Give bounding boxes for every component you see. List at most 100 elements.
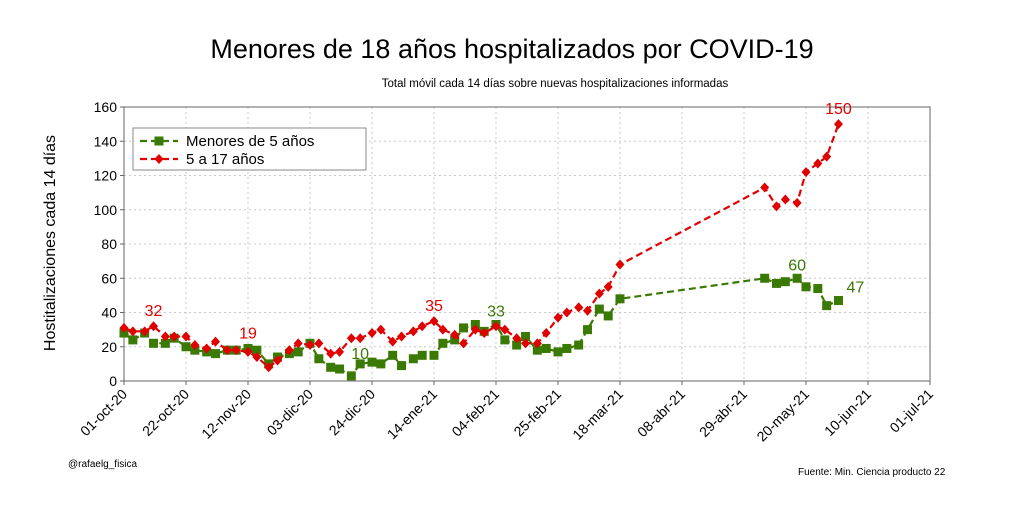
data-point [305, 340, 315, 351]
data-point [335, 346, 345, 357]
data-point [822, 301, 832, 311]
data-point [459, 338, 469, 349]
data-point [346, 371, 356, 381]
data-point [500, 324, 510, 335]
data-point [553, 347, 563, 357]
data-point [500, 335, 510, 345]
data-point [521, 338, 531, 349]
series-5-17 [119, 119, 843, 373]
data-point [562, 307, 572, 318]
data-point [583, 325, 593, 335]
data-point [376, 324, 386, 335]
data-point [119, 322, 129, 333]
data-point [760, 273, 770, 283]
legend-box [132, 127, 367, 171]
data-point [355, 359, 365, 369]
data-label: 10 [351, 346, 369, 363]
data-point [346, 333, 356, 344]
data-point [355, 333, 365, 344]
data-point [532, 338, 542, 349]
data-point [397, 331, 407, 342]
data-point [149, 321, 159, 332]
data-point [202, 343, 212, 354]
data-point [273, 355, 283, 366]
data-point [491, 321, 501, 332]
data-point [574, 302, 584, 313]
data-point [417, 321, 427, 332]
data-point [822, 151, 832, 162]
y-tick-label: 40 [101, 305, 117, 321]
data-label: 150 [825, 101, 852, 118]
data-point [408, 354, 418, 364]
data-point [459, 323, 469, 333]
data-point [314, 354, 324, 364]
data-point [243, 346, 253, 357]
data-point [293, 338, 303, 349]
data-point [388, 336, 398, 347]
x-tick-label: 18-mar-21 [569, 386, 626, 443]
data-point [252, 345, 262, 355]
data-point [149, 338, 159, 348]
data-point [335, 364, 345, 374]
data-point [801, 167, 811, 178]
data-point [450, 329, 460, 340]
x-tick-label: 14-ene-21 [384, 386, 441, 443]
x-tick-label: 20-may-21 [753, 386, 812, 445]
data-label: 35 [425, 298, 443, 315]
data-point [780, 194, 790, 205]
y-tick-label: 140 [94, 133, 118, 149]
legend-marker [154, 136, 164, 146]
data-point [833, 296, 843, 306]
data-point [450, 335, 460, 345]
data-point [429, 350, 439, 360]
y-tick-label: 120 [94, 168, 118, 184]
data-point [833, 119, 843, 130]
data-point [603, 311, 613, 321]
data-label: 33 [487, 303, 505, 320]
data-point [264, 362, 274, 373]
data-point [293, 347, 303, 357]
data-point [252, 352, 262, 363]
series [119, 119, 843, 381]
data-point [792, 273, 802, 283]
data-point [532, 345, 542, 355]
data-point [284, 345, 294, 356]
data-point [222, 345, 232, 356]
data-point [429, 316, 439, 327]
chart-subtitle: Total móvil cada 14 días sobre nuevas ho… [381, 78, 729, 90]
data-point [397, 361, 407, 371]
x-tick-label: 01-oct-20 [77, 386, 130, 439]
x-tick-label: 03-dic-20 [264, 386, 317, 439]
chart-title: Menores de 18 años hospitalizados por CO… [210, 34, 814, 64]
data-point [438, 324, 448, 335]
x-tick-label: 08-abr-21 [634, 386, 688, 440]
data-point [160, 338, 170, 348]
data-point [479, 328, 489, 339]
x-tick-label: 25-feb-21 [510, 386, 564, 440]
x-tick-label: 29-abr-21 [696, 386, 750, 440]
data-point [190, 345, 200, 355]
author-credit: @rafaelg_fisica [68, 459, 138, 470]
x-tick-label: 22-oct-20 [139, 386, 192, 439]
y-tick-label: 160 [94, 99, 118, 115]
data-point [470, 324, 480, 335]
x-tick-label: 24-dic-20 [326, 386, 379, 439]
data-point [760, 182, 770, 193]
data-point [792, 197, 802, 208]
legend-label: Menores de 5 años [186, 133, 314, 150]
series-menores-5 [119, 273, 843, 381]
y-tick-label: 0 [109, 373, 117, 389]
data-point [140, 326, 150, 337]
data-point [376, 359, 386, 369]
data-point [771, 278, 781, 288]
data-point [801, 282, 811, 292]
data-label: 19 [239, 325, 257, 342]
y-tick-label: 100 [94, 202, 118, 218]
data-point [594, 288, 604, 299]
data-point [326, 348, 336, 359]
grid [123, 106, 931, 382]
data-point [160, 331, 170, 342]
data-point [128, 335, 138, 345]
